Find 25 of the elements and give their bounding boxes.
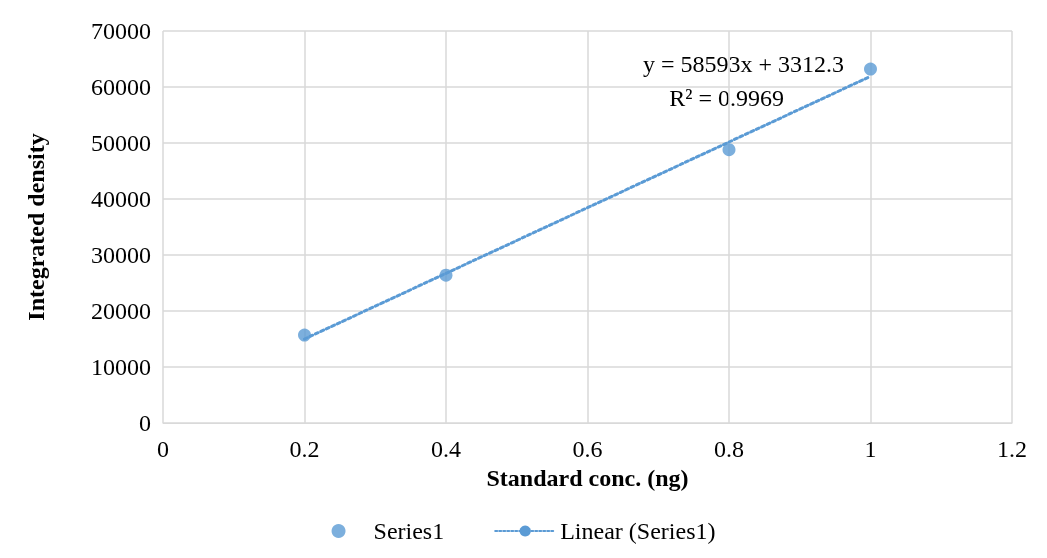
point <box>439 268 453 282</box>
x-tick-label: 0.8 <box>714 436 744 462</box>
annotation: y = 58593x + 3312.3 <box>642 51 845 77</box>
y-tick-label: 40000 <box>91 186 151 212</box>
y-tick-label: 60000 <box>91 74 151 100</box>
y-tick-label: 0 <box>139 410 151 436</box>
point <box>722 143 736 157</box>
y-tick-label: 30000 <box>91 242 151 268</box>
legend-label: Linear (Series1) <box>560 518 716 544</box>
x-axis-title: Standard conc. (ng) <box>486 464 689 491</box>
y-tick-label: 50000 <box>91 130 151 156</box>
x-tick-label: 1 <box>864 436 877 462</box>
legend-label: Series1 <box>373 518 445 544</box>
x-tick-label: 0.6 <box>572 436 603 462</box>
x-tick-label: 1.2 <box>997 436 1027 462</box>
y-axis-title: Integrated density <box>23 133 49 321</box>
y-tick-label: 70000 <box>91 18 151 44</box>
x-tick-label: 0.2 <box>289 436 320 462</box>
point <box>864 62 877 76</box>
y-tick-label: 10000 <box>91 354 151 380</box>
y-tick-label: 20000 <box>91 298 151 324</box>
point <box>298 328 311 342</box>
x-tick-label: 0.4 <box>431 436 461 462</box>
x-tick-label: 0 <box>157 436 169 462</box>
annotation: R² = 0.9969 <box>669 85 785 111</box>
